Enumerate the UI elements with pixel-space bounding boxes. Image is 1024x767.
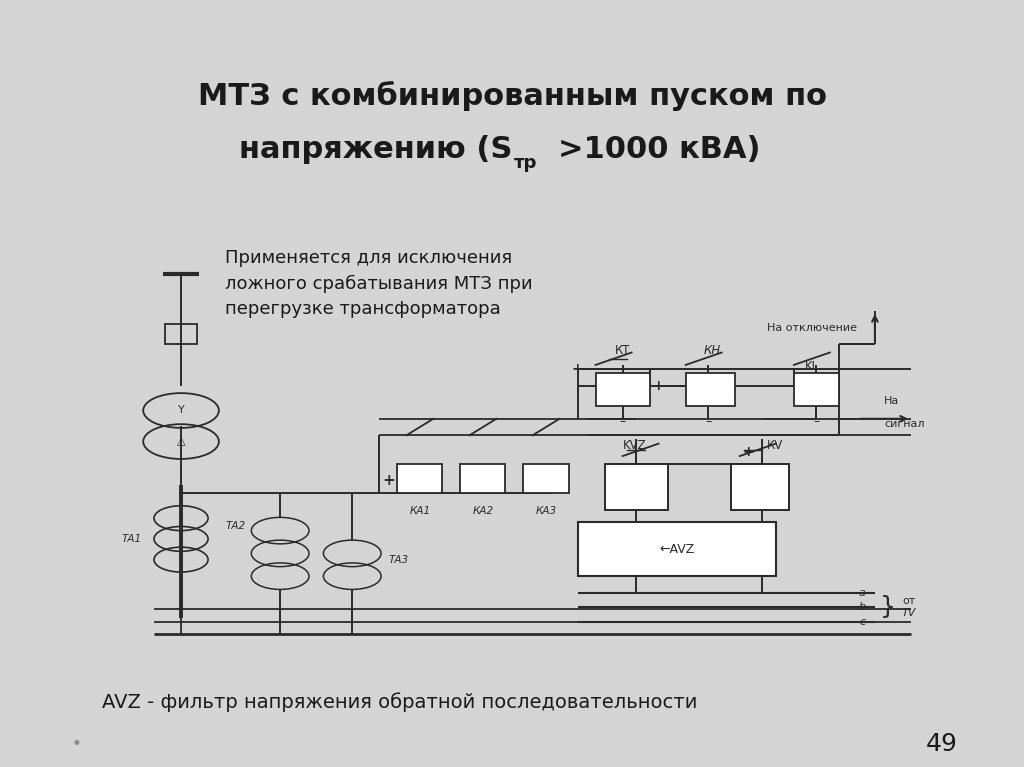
Text: КТ: КТ	[614, 344, 631, 357]
Text: +: +	[743, 445, 755, 459]
Bar	[523, 464, 568, 493]
Text: •: •	[72, 735, 82, 753]
Text: КА2: КА2	[472, 505, 494, 515]
Text: перегрузке трансформатора: перегрузке трансформатора	[225, 300, 501, 318]
Text: b: b	[859, 602, 866, 612]
Text: }: }	[880, 595, 895, 619]
Text: КV: КV	[767, 439, 783, 452]
Text: ТА2: ТА2	[225, 521, 245, 531]
Text: напряжению (S: напряжению (S	[239, 135, 512, 164]
Text: –: –	[813, 415, 819, 428]
Text: сигнал: сигнал	[884, 419, 925, 429]
Bar	[165, 324, 198, 344]
Text: KVZ: KVZ	[623, 439, 646, 452]
Text: >1000 кВА): >1000 кВА)	[558, 135, 761, 164]
Text: c: c	[860, 617, 866, 627]
Text: +: +	[571, 362, 584, 376]
Text: ложного срабатывания МТЗ при: ложного срабатывания МТЗ при	[225, 275, 532, 293]
Text: На отключение: На отключение	[767, 323, 857, 333]
Text: TV: TV	[902, 608, 916, 618]
Text: КН: КН	[705, 344, 721, 357]
Text: от: от	[902, 596, 915, 606]
Text: ТА3: ТА3	[388, 555, 409, 565]
Bar	[604, 464, 668, 510]
Text: a: a	[859, 588, 866, 597]
Bar	[596, 374, 649, 407]
Text: Y: Y	[178, 406, 184, 416]
Bar	[578, 522, 776, 576]
Text: ←AVZ: ←AVZ	[659, 543, 694, 556]
Text: –: –	[706, 415, 712, 428]
Text: Применяется для исключения: Применяется для исключения	[225, 249, 512, 268]
Text: △: △	[177, 436, 185, 446]
Text: КА1: КА1	[410, 505, 430, 515]
Bar	[461, 464, 506, 493]
Text: KL: KL	[805, 360, 819, 374]
Text: +: +	[382, 473, 394, 489]
Text: –: –	[620, 415, 626, 428]
Text: На: На	[884, 397, 899, 407]
Text: тр: тр	[514, 154, 538, 173]
Text: +: +	[653, 379, 665, 393]
Text: КА3: КА3	[536, 505, 557, 515]
Bar	[686, 374, 735, 407]
Text: AVZ - фильтр напряжения обратной последовательности: AVZ - фильтр напряжения обратной последо…	[102, 692, 697, 712]
Bar	[731, 464, 790, 510]
Bar	[397, 464, 442, 493]
Bar	[794, 374, 839, 407]
Text: МТЗ с комбинированным пуском по: МТЗ с комбинированным пуском по	[198, 81, 826, 111]
Text: ТА1: ТА1	[122, 534, 141, 544]
Text: 49: 49	[926, 732, 957, 756]
